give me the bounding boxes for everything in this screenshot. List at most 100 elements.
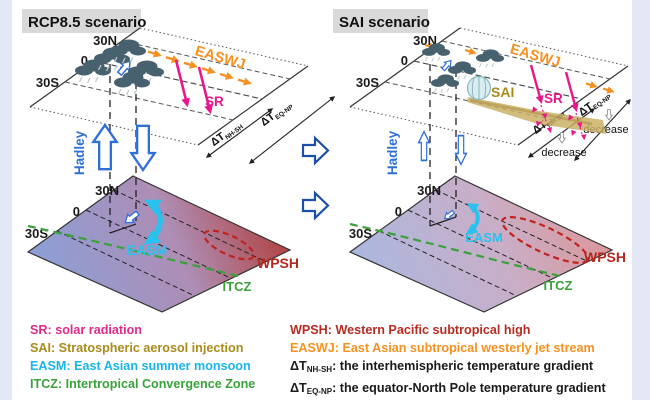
- plane-edge-north: [459, 27, 629, 67]
- column-base: [109, 223, 137, 234]
- title-box-right: [333, 9, 428, 33]
- jet-arrow: [165, 55, 180, 63]
- lat-line-30s-lower: [378, 230, 537, 306]
- panel-sai: SAI scenario 30N 0 30S ΔTNH-SH ΔTEQ-NP: [333, 9, 631, 313]
- plane-edge-west: [349, 27, 461, 108]
- scatter-tri: [532, 106, 538, 113]
- legend-column-right: WPSH: Western Pacific subtropical high E…: [290, 321, 606, 400]
- legend-item-dt-nhsh: ΔTNH-SH: the interhemispheric temperatur…: [290, 357, 606, 379]
- dt-rest: : the equator-North Pole temperature gra…: [332, 381, 606, 395]
- lower-plane-right: 30N 0 30S WPSH ITCZ: [348, 175, 626, 313]
- itcz-label: ITCZ: [223, 279, 252, 294]
- dt-eqnp-bracket: [248, 96, 336, 164]
- lat-line-equator-lower: [85, 209, 244, 285]
- panel-title-right: SAI scenario: [339, 14, 430, 31]
- lat-line-30n: [441, 40, 611, 80]
- dt-rest: : the interhemispheric temperature gradi…: [332, 359, 594, 373]
- lat-line-30s: [384, 81, 554, 121]
- jet-arrow: [464, 47, 477, 55]
- jet-arrow: [602, 86, 615, 94]
- panel-rcp85: RCP8.5 scenario 30N 0 30S ΔTNH-SH ΔTEQ-N…: [22, 9, 336, 313]
- wpsh-ellipse: [203, 229, 255, 261]
- jet-arrow: [585, 81, 598, 89]
- legend-item-sr: SR: solar radiation: [30, 323, 142, 337]
- transition-arrows: [301, 135, 330, 221]
- sr-arrows-left: [174, 59, 213, 115]
- wpsh-label: WPSH: [257, 255, 299, 271]
- plume-core: [469, 98, 593, 126]
- hadley-label: Hadley: [72, 130, 87, 175]
- lat-label-30n: 30N: [93, 33, 117, 48]
- lat-line-equator-lower: [407, 209, 566, 285]
- wpsh-label: WPSH: [584, 249, 626, 265]
- lat-label-30n-lower: 30N: [417, 183, 441, 198]
- plane-edge-north: [139, 27, 309, 67]
- lat-line-30s: [64, 81, 234, 121]
- dt-pre: ΔT: [290, 359, 307, 373]
- scatter-tri: [546, 126, 553, 134]
- legend-item-itcz: ITCZ: Intertropical Convergence Zone: [30, 377, 256, 391]
- sai-label: SAI: [491, 84, 514, 100]
- itcz-label: ITCZ: [544, 278, 573, 293]
- decrease-nhsh-label: decrease: [541, 147, 586, 159]
- legend-item-dt-eqnp: ΔTEQ-NP: the equator-North Pole temperat…: [290, 379, 606, 400]
- right-arrow-icon: [301, 190, 330, 221]
- scatter-tri: [576, 122, 583, 129]
- jet-arrow: [183, 60, 198, 69]
- itcz-line: [349, 222, 561, 278]
- wpsh-ellipse: [500, 216, 590, 264]
- lat-line-30n: [121, 40, 291, 80]
- lat-label-0-lower: 0: [395, 204, 402, 219]
- lat-label-30s: 30S: [36, 75, 59, 90]
- easm-curve-arrow: [465, 203, 480, 235]
- sr-arrow: [564, 71, 579, 112]
- lat-label-0: 0: [401, 53, 408, 68]
- sr-label: SR: [544, 91, 563, 106]
- balloon-icon: [466, 75, 492, 101]
- sr-arrow: [197, 66, 213, 115]
- legend-item-easm: EASM: East Asian summer monsoon: [30, 359, 251, 373]
- legend-item-wpsh: WPSH: Western Pacific subtropical high: [290, 323, 531, 337]
- title-box-left: [22, 9, 141, 33]
- jet-arrow: [219, 71, 234, 80]
- sr-arrow: [174, 59, 190, 108]
- legend-item-easwj: EASWJ: East Asian subtropical westerly j…: [290, 341, 595, 355]
- hadley-label: Hadley: [385, 130, 400, 175]
- dt-sub: NH-SH: [306, 365, 333, 374]
- lat-label-30s: 30S: [356, 75, 379, 90]
- easm-label: EASM: [127, 242, 167, 258]
- lat-line-equator: [413, 60, 583, 100]
- sr-scatter: [532, 106, 587, 141]
- lat-label-0-lower: 0: [73, 204, 80, 219]
- legend-column-left: SR: solar radiation SAI: Stratospheric a…: [30, 321, 255, 393]
- sr-label: SR: [205, 94, 224, 109]
- easm-label: EASM: [465, 230, 503, 245]
- dt-sub: EQ-NP: [306, 387, 333, 396]
- jet-arrow: [237, 77, 252, 86]
- plane-edge-south: [349, 106, 519, 146]
- legend-item-sai: SAI: Stratospheric aerosol injection: [30, 341, 244, 355]
- dt-pre: ΔT: [290, 381, 307, 395]
- panel-title-left: RCP8.5 scenario: [28, 14, 146, 31]
- dt-brackets-left: [205, 96, 336, 164]
- lat-line-30s-lower: [56, 230, 215, 306]
- jet-arrow: [147, 49, 162, 58]
- sr-arrow: [529, 64, 544, 104]
- scatter-tri: [568, 114, 574, 121]
- scatter-tri: [571, 129, 577, 137]
- lat-line-30n-lower: [113, 189, 272, 265]
- lat-label-0: 0: [81, 53, 88, 68]
- itcz-line: [27, 224, 239, 278]
- lat-label-30s-lower: 30S: [349, 226, 372, 241]
- scatter-tri: [581, 134, 587, 141]
- lat-line-30n-lower: [435, 189, 594, 265]
- lat-label-30s-lower: 30S: [25, 226, 48, 241]
- scatter-tri: [535, 120, 542, 128]
- lat-label-30n-lower: 30N: [95, 183, 119, 198]
- plane-edge-south: [29, 106, 199, 146]
- easm-curve-arrow: [143, 199, 163, 245]
- scatter-tri: [541, 113, 548, 120]
- jet-arrow: [201, 66, 216, 75]
